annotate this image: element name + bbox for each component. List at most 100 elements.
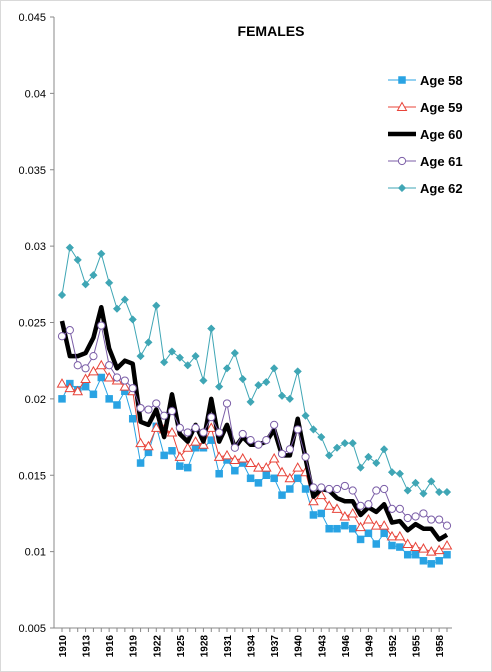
data-point <box>427 515 436 524</box>
data-point <box>284 472 296 483</box>
data-point <box>238 429 247 439</box>
data-point <box>238 374 247 384</box>
data-point <box>315 489 327 500</box>
legend-swatch-marker <box>397 183 407 193</box>
data-point <box>262 377 271 387</box>
data-point <box>324 451 334 460</box>
series-age-61 <box>57 321 452 530</box>
data-point <box>199 376 208 385</box>
data-point <box>395 504 404 513</box>
data-point <box>246 436 255 445</box>
data-point <box>128 414 137 423</box>
data-point <box>205 422 217 432</box>
chart-title: FEMALES <box>238 23 305 39</box>
data-point <box>292 462 304 472</box>
data-point <box>301 485 310 493</box>
data-point <box>120 295 130 304</box>
legend-item: Age 58 <box>388 73 463 88</box>
data-point <box>95 359 107 370</box>
legend-item: Age 59 <box>388 100 463 115</box>
data-point <box>88 365 99 376</box>
data-point <box>214 382 224 391</box>
x-tick-label: 1952 <box>388 635 399 658</box>
data-point <box>340 439 350 448</box>
x-tick-label: 1916 <box>105 635 116 658</box>
x-tick-label: 1955 <box>412 635 423 658</box>
data-point <box>215 469 223 478</box>
data-point <box>144 338 153 347</box>
data-point <box>277 449 287 458</box>
y-axis-ticks: 0.005 0.01 0.015 0.02 0.025 0.03 0.035 0.04 0.04… <box>18 12 54 635</box>
data-point <box>317 509 326 518</box>
data-point <box>160 451 168 460</box>
data-point <box>73 255 82 265</box>
data-point <box>269 364 279 373</box>
data-point <box>341 521 349 530</box>
data-point <box>386 530 398 541</box>
data-point <box>56 378 68 388</box>
data-point <box>435 515 444 524</box>
data-point <box>81 382 90 391</box>
data-point <box>396 543 404 551</box>
data-point <box>260 462 272 472</box>
data-point <box>221 449 233 460</box>
data-point <box>144 405 153 414</box>
data-point <box>254 479 263 487</box>
data-point <box>199 428 208 437</box>
x-tick-label: 1910 <box>58 635 69 658</box>
data-point <box>348 524 357 533</box>
data-point <box>183 361 192 370</box>
data-point <box>198 439 209 449</box>
data-point <box>128 315 137 324</box>
data-point <box>97 373 106 382</box>
data-point <box>286 485 294 493</box>
data-point <box>183 428 192 437</box>
data-point <box>136 403 145 413</box>
data-point <box>364 529 373 538</box>
data-point <box>270 420 279 429</box>
data-point <box>174 451 186 461</box>
data-point <box>150 422 162 432</box>
y-tick-label: 0.045 <box>18 12 46 24</box>
x-tick-label: 1922 <box>152 635 163 658</box>
data-point <box>191 351 200 361</box>
data-point <box>73 361 82 370</box>
data-point <box>175 353 185 362</box>
data-point <box>89 270 98 280</box>
data-point <box>268 452 280 463</box>
data-point <box>113 401 121 409</box>
data-point <box>403 513 412 523</box>
data-point <box>442 487 452 497</box>
data-point <box>207 413 216 422</box>
x-tick-label: 1913 <box>82 635 93 658</box>
data-point <box>347 507 359 518</box>
data-point <box>325 524 333 533</box>
data-point <box>308 495 319 506</box>
data-point <box>333 524 341 533</box>
data-point <box>348 439 357 448</box>
data-point <box>176 462 184 470</box>
data-point <box>168 447 176 455</box>
data-point <box>411 512 420 521</box>
legend-swatch-marker <box>396 101 408 111</box>
data-point <box>443 550 451 559</box>
data-point <box>411 550 420 559</box>
legend-item: Age 60 <box>388 127 463 142</box>
data-point <box>372 486 381 495</box>
data-point <box>419 557 428 565</box>
data-point <box>159 358 169 367</box>
series-age-59 <box>56 359 453 556</box>
data-point <box>364 500 373 509</box>
data-point <box>103 371 115 382</box>
data-point <box>89 352 98 361</box>
data-point <box>262 436 271 445</box>
data-point <box>427 560 436 568</box>
data-point <box>166 426 178 437</box>
data-point <box>325 484 334 494</box>
y-tick-label: 0.03 <box>25 241 46 253</box>
data-point <box>222 399 232 408</box>
x-tick-label: 1919 <box>129 635 140 658</box>
y-tick-label: 0.005 <box>18 623 46 635</box>
